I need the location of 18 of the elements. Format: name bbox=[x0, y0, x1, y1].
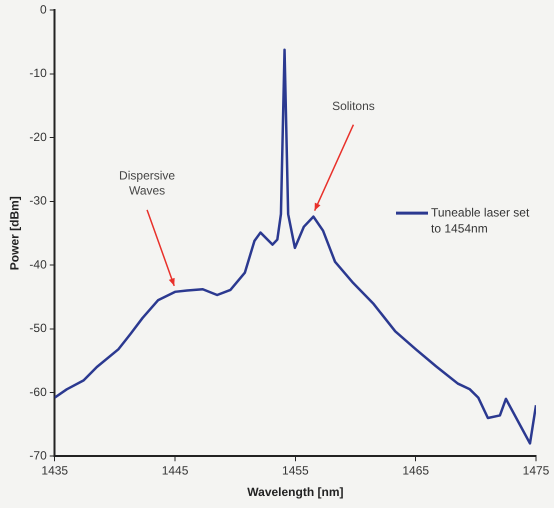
x-tick-label: 1455 bbox=[282, 464, 310, 478]
y-tick-label: -40 bbox=[29, 257, 48, 272]
x-tick-label: 1475 bbox=[522, 464, 550, 478]
y-tick-label: -10 bbox=[29, 66, 48, 80]
annotation: Solitons bbox=[332, 98, 375, 113]
y-tick-label: -70 bbox=[29, 448, 48, 463]
x-tick-label: 1435 bbox=[41, 464, 68, 478]
x-tick-label: 1465 bbox=[402, 464, 430, 478]
x-axis-title: Wavelength [nm] bbox=[247, 485, 344, 500]
y-tick-label: -30 bbox=[29, 194, 48, 208]
legend-label: Tuneable laser set to 1454nm bbox=[431, 205, 530, 236]
y-axis-title: Power [dBm] bbox=[8, 196, 22, 270]
annotation: Dispersive Waves bbox=[119, 168, 176, 198]
y-tick-label: -60 bbox=[29, 384, 48, 399]
y-tick-label: 0 bbox=[40, 2, 48, 17]
y-tick-label: -50 bbox=[29, 321, 48, 336]
y-tick-label: -20 bbox=[29, 130, 48, 144]
x-tick-label: 1445 bbox=[162, 464, 189, 478]
